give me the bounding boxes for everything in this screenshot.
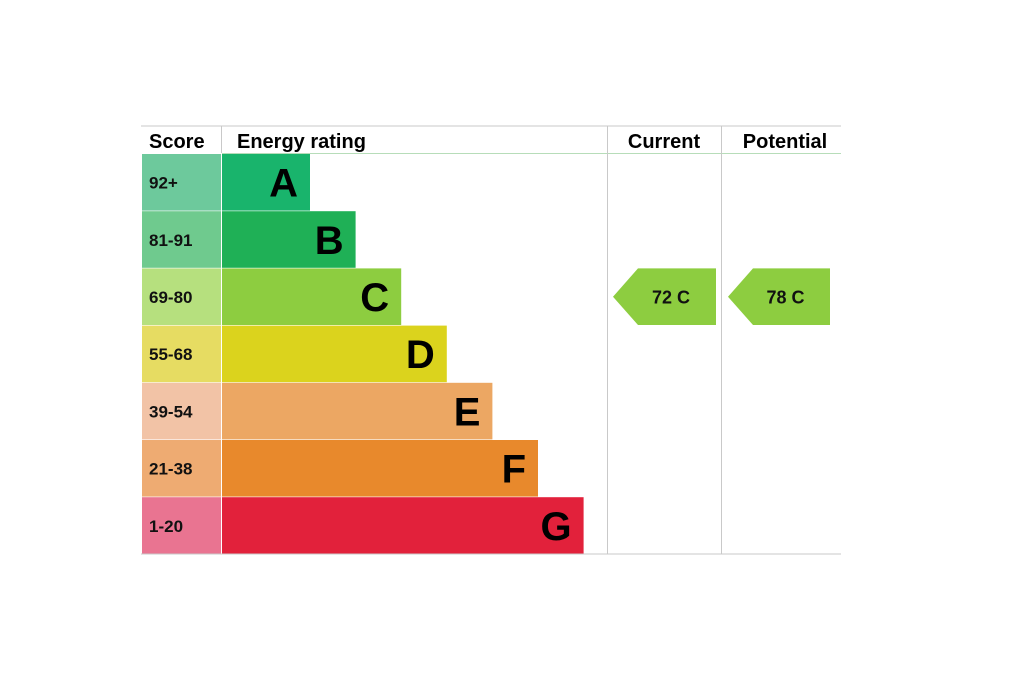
band-letter-a: A — [269, 162, 298, 206]
score-cell-f — [142, 440, 221, 497]
score-label-b: 81-91 — [149, 231, 192, 250]
band-letter-e: E — [454, 390, 481, 434]
rating-arrows: 72 C 78 C — [613, 268, 830, 325]
band-letter-g: G — [540, 505, 571, 549]
band-letter-b: B — [315, 219, 344, 263]
score-label-f: 21-38 — [149, 460, 192, 479]
header-potential: Potential — [743, 131, 827, 153]
current-arrow — [613, 268, 716, 325]
score-cell-c — [142, 268, 221, 325]
header-score: Score — [149, 131, 205, 153]
score-cell-e — [142, 382, 221, 440]
band-letter-d: D — [406, 333, 435, 377]
grid-lines — [141, 125, 841, 555]
potential-arrow — [728, 268, 830, 325]
score-cell-d — [142, 325, 221, 383]
band-letter-c: C — [360, 276, 389, 320]
score-label-d: 55-68 — [149, 345, 192, 364]
header-energy-rating: Energy rating — [237, 131, 366, 153]
band-bar-c — [222, 268, 402, 325]
band-bar-g — [222, 497, 584, 554]
band-bar-f — [222, 440, 538, 497]
band-bar-a — [222, 154, 310, 211]
band-letter-f: F — [502, 448, 526, 492]
score-label-c: 69-80 — [149, 288, 192, 307]
score-cell-a — [142, 154, 221, 211]
header-current: Current — [628, 131, 701, 153]
band-bar-e — [222, 382, 493, 440]
band-bar-d — [222, 325, 447, 383]
score-label-e: 39-54 — [149, 402, 193, 421]
score-cell-g — [142, 497, 221, 554]
score-cell-b — [142, 211, 221, 268]
score-label-g: 1-20 — [149, 517, 183, 536]
band-bar-b — [222, 211, 356, 268]
score-label-a: 92+ — [149, 174, 178, 193]
current-arrow-label: 72 C — [652, 288, 690, 308]
potential-arrow-label: 78 C — [766, 288, 804, 308]
rating-bands: 92+ A 81-91 B 69-80 C 55-68 D 39-54 E 21-38 F 1-20 G — [142, 154, 584, 554]
